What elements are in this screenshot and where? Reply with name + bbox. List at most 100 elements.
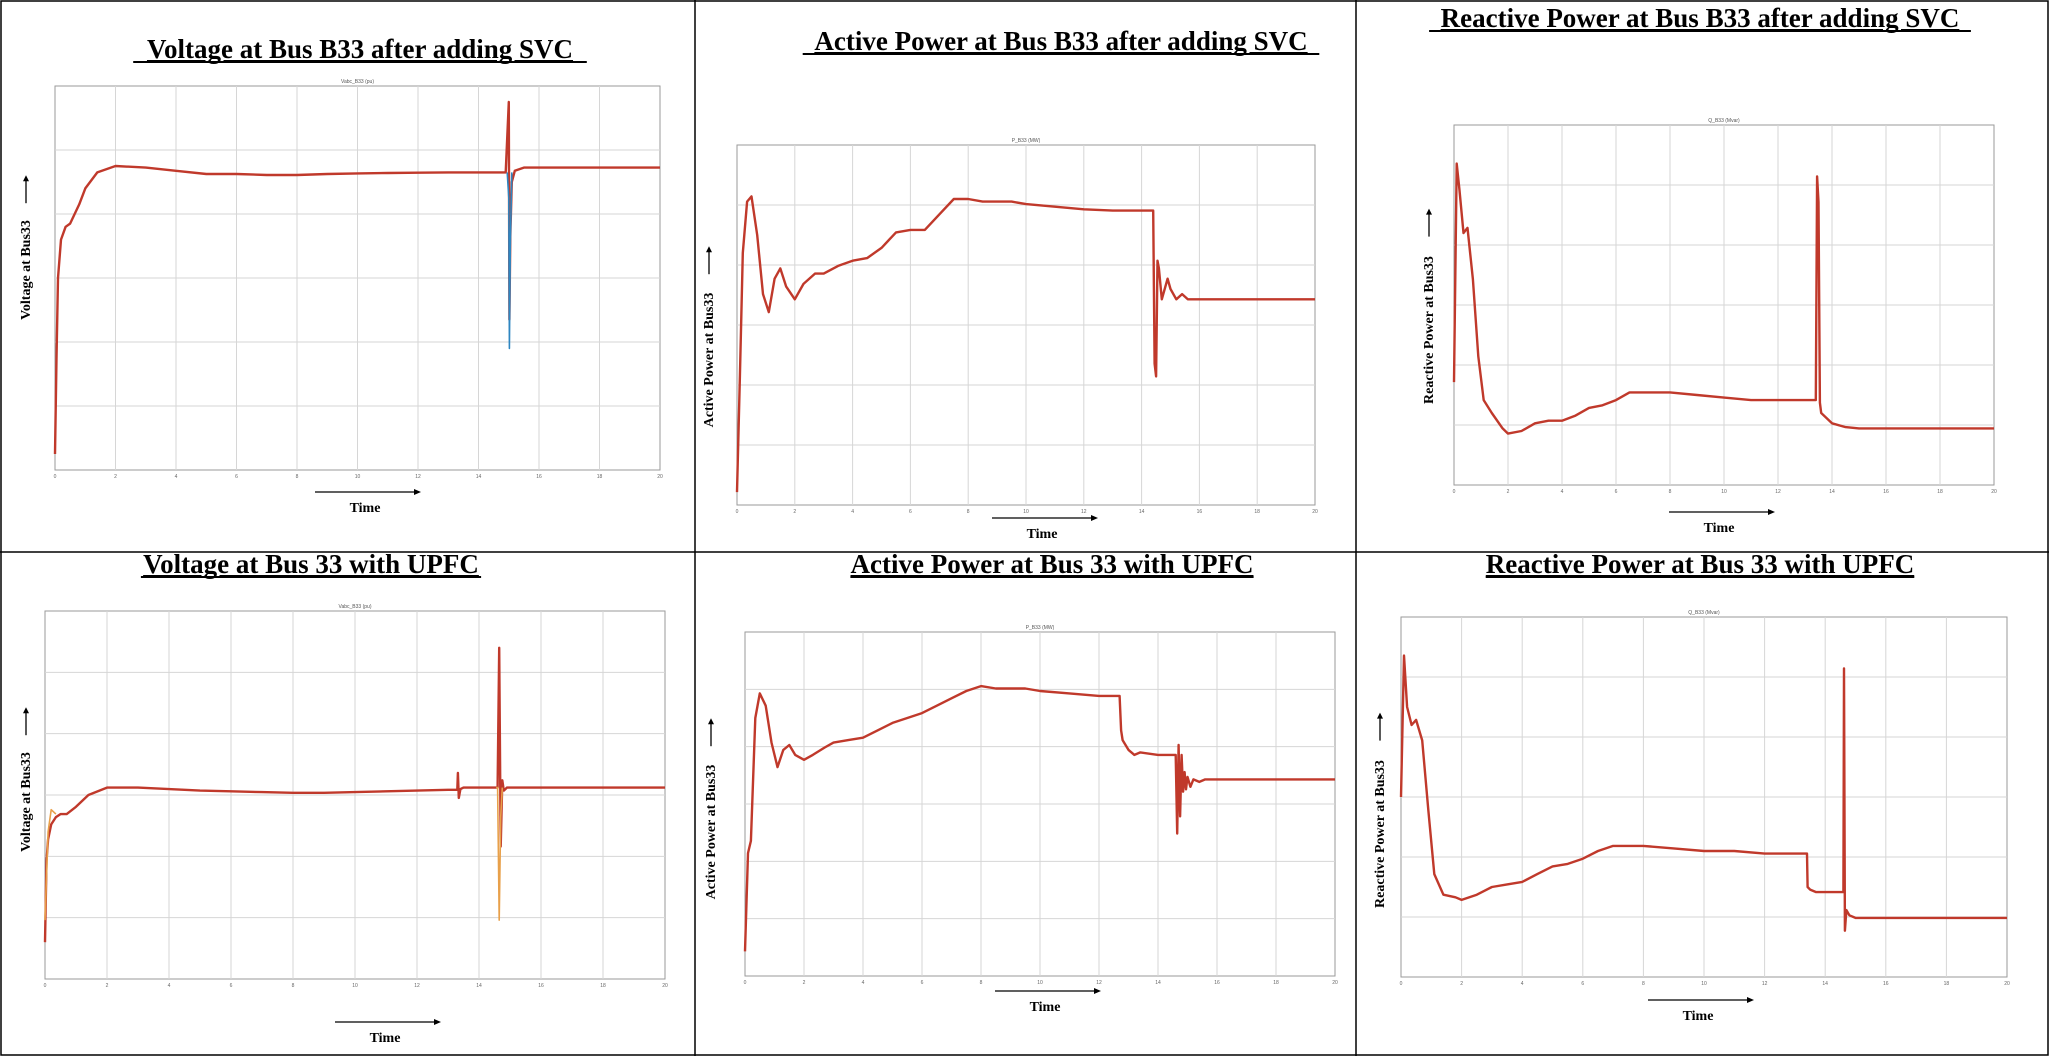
upfc-reactive-power-x-tick-label: 0 [1400, 981, 1403, 987]
upfc-active-power-x-tick-label: 14 [1155, 980, 1161, 986]
svc-reactive-power-x-tick-label: 0 [1453, 489, 1456, 495]
svc-reactive-power-y-axis-arrow-head [1426, 208, 1432, 215]
upfc-voltage-x-tick-label: 0 [44, 983, 47, 989]
upfc-active-power-x-tick-label: 10 [1037, 980, 1043, 986]
svc-active-power-x-tick-label: 8 [967, 509, 970, 515]
svc-reactive-power-x-tick-label: 6 [1615, 489, 1618, 495]
upfc-reactive-power-x-tick-label: 12 [1762, 981, 1768, 987]
svc-active-power-x-tick-label: 16 [1197, 509, 1203, 515]
upfc-active-power-x-tick-label: 16 [1214, 980, 1220, 986]
upfc-voltage-x-tick-label: 12 [414, 983, 420, 989]
svc-active-power-x-tick-label: 4 [851, 509, 854, 515]
svc-voltage-x-tick-label: 18 [597, 474, 603, 480]
upfc-voltage-series-line-2 [44, 808, 57, 921]
upfc-active-power-x-tick-label: 0 [744, 980, 747, 986]
upfc-active-power-x-tick-label: 20 [1332, 980, 1338, 986]
svc-voltage-title: Voltage at Bus B33 after adding SVC [147, 34, 573, 64]
upfc-voltage-x-tick-label: 2 [106, 983, 109, 989]
upfc-voltage-plot-tag: Vabc_B33 (pu) [339, 604, 372, 610]
upfc-reactive-power-x-axis-arrow-head [1747, 997, 1754, 1003]
upfc-active-power-x-tick-label: 6 [921, 980, 924, 986]
upfc-voltage-x-tick-label: 4 [168, 983, 171, 989]
svc-reactive-power-x-axis-label: Time [1704, 521, 1735, 536]
upfc-reactive-power-x-tick-label: 18 [1944, 981, 1950, 987]
upfc-voltage-series-line-1 [43, 646, 665, 943]
upfc-voltage-chart: Voltage at Bus 33 with UPFC Vabc_B33 (pu)… [19, 549, 668, 1046]
upfc-active-power-x-tick-label: 8 [980, 980, 983, 986]
svc-active-power-x-tick-label: 12 [1081, 509, 1087, 515]
svc-active-power-x-tick-label: 18 [1254, 509, 1260, 515]
svc-active-power-x-tick-label: 2 [793, 509, 796, 515]
svc-voltage-y-axis-arrow-head [23, 175, 29, 182]
svc-voltage-x-tick-label: 16 [536, 474, 542, 480]
svc-voltage-x-axis-arrow-head [414, 489, 421, 495]
svc-voltage-x-tick-label: 4 [175, 474, 178, 480]
upfc-voltage-x-axis-label: Time [370, 1031, 401, 1046]
svc-reactive-power-x-tick-label: 8 [1669, 489, 1672, 495]
upfc-reactive-power-chart: Reactive Power at Bus 33 with UPFC Q_B33 … [1373, 549, 2010, 1024]
svc-active-power-x-axis-arrow-head [1091, 515, 1098, 521]
upfc-reactive-power-y-axis-label: Reactive Power at Bus33 [1373, 760, 1388, 908]
upfc-reactive-power-x-tick-label: 2 [1460, 981, 1463, 987]
upfc-reactive-power-x-tick-label: 20 [2004, 981, 2010, 987]
upfc-active-power-chart: Active Power at Bus 33 with UPFC P_B33 (M… [704, 549, 1338, 1015]
upfc-voltage-x-tick-label: 16 [538, 983, 544, 989]
upfc-active-power-x-tick-label: 2 [803, 980, 806, 986]
svc-voltage-x-tick-label: 20 [657, 474, 663, 480]
upfc-voltage-x-tick-label: 14 [476, 983, 482, 989]
upfc-reactive-power-series-line-1 [1399, 654, 2007, 932]
svc-reactive-power-x-axis-arrow-head [1768, 509, 1775, 515]
upfc-voltage-y-axis-arrow-head [23, 707, 29, 714]
svc-active-power-plot-tag: P_B33 (MW) [1012, 138, 1041, 144]
upfc-reactive-power-x-tick-label: 14 [1822, 981, 1828, 987]
svc-voltage-x-tick-label: 12 [415, 474, 421, 480]
svc-reactive-power-plot-tag: Q_B33 (Mvar) [1708, 118, 1740, 124]
upfc-voltage-x-tick-label: 18 [600, 983, 606, 989]
upfc-voltage-x-tick-label: 10 [352, 983, 358, 989]
svc-reactive-power-x-tick-label: 10 [1721, 489, 1727, 495]
upfc-active-power-x-tick-label: 12 [1096, 980, 1102, 986]
svc-active-power-chart: Active Power at Bus B33 after adding SVC… [702, 26, 1320, 542]
svc-active-power-y-axis-arrow-head [706, 246, 712, 253]
upfc-active-power-x-axis-label: Time [1030, 1000, 1061, 1015]
svc-active-power-x-tick-label: 6 [909, 509, 912, 515]
svc-voltage-x-tick-label: 0 [54, 474, 57, 480]
upfc-active-power-y-axis-arrow-head [708, 718, 714, 725]
svc-active-power-series-line-1 [735, 195, 1315, 493]
svc-voltage-x-axis-label: Time [350, 501, 381, 516]
svc-reactive-power-title: Reactive Power at Bus B33 after adding S… [1441, 3, 1960, 33]
svc-reactive-power-x-tick-label: 18 [1937, 489, 1943, 495]
svc-reactive-power-x-tick-label: 16 [1883, 489, 1889, 495]
svc-voltage-series-line-1 [53, 100, 660, 455]
upfc-active-power-plot-tag: P_B33 (MW) [1026, 625, 1055, 631]
upfc-reactive-power-x-tick-label: 8 [1642, 981, 1645, 987]
upfc-voltage-x-tick-label: 20 [662, 983, 668, 989]
upfc-reactive-power-x-tick-label: 4 [1521, 981, 1524, 987]
svc-reactive-power-x-tick-label: 14 [1829, 489, 1835, 495]
svc-voltage-plot-tag: Vabc_B33 (pu) [341, 79, 374, 85]
svc-active-power-title: Active Power at Bus B33 after adding SVC [814, 26, 1307, 56]
upfc-active-power-x-tick-label: 18 [1273, 980, 1279, 986]
svc-reactive-power-series-line-1 [1452, 162, 1994, 435]
upfc-voltage-y-axis-label: Voltage at Bus33 [19, 752, 34, 852]
upfc-reactive-power-x-tick-label: 6 [1581, 981, 1584, 987]
svc-active-power-x-tick-label: 20 [1312, 509, 1318, 515]
svc-active-power-x-tick-label: 10 [1023, 509, 1029, 515]
svc-voltage-x-tick-label: 2 [114, 474, 117, 480]
upfc-reactive-power-plot-tag: Q_B33 (Mvar) [1688, 610, 1720, 616]
upfc-voltage-x-tick-label: 8 [292, 983, 295, 989]
svc-voltage-x-tick-label: 10 [355, 474, 361, 480]
svc-voltage-x-tick-label: 14 [476, 474, 482, 480]
upfc-voltage-title: Voltage at Bus 33 with UPFC [143, 549, 479, 579]
upfc-active-power-series-line-1 [743, 684, 1335, 952]
svc-reactive-power-y-axis-label: Reactive Power at Bus33 [1422, 256, 1437, 404]
upfc-active-power-x-tick-label: 4 [862, 980, 865, 986]
upfc-active-power-x-axis-arrow-head [1094, 988, 1101, 994]
svc-voltage-x-tick-label: 8 [296, 474, 299, 480]
svc-reactive-power-x-tick-label: 20 [1991, 489, 1997, 495]
upfc-active-power-y-axis-label: Active Power at Bus33 [704, 765, 719, 900]
svc-voltage-x-tick-label: 6 [235, 474, 238, 480]
